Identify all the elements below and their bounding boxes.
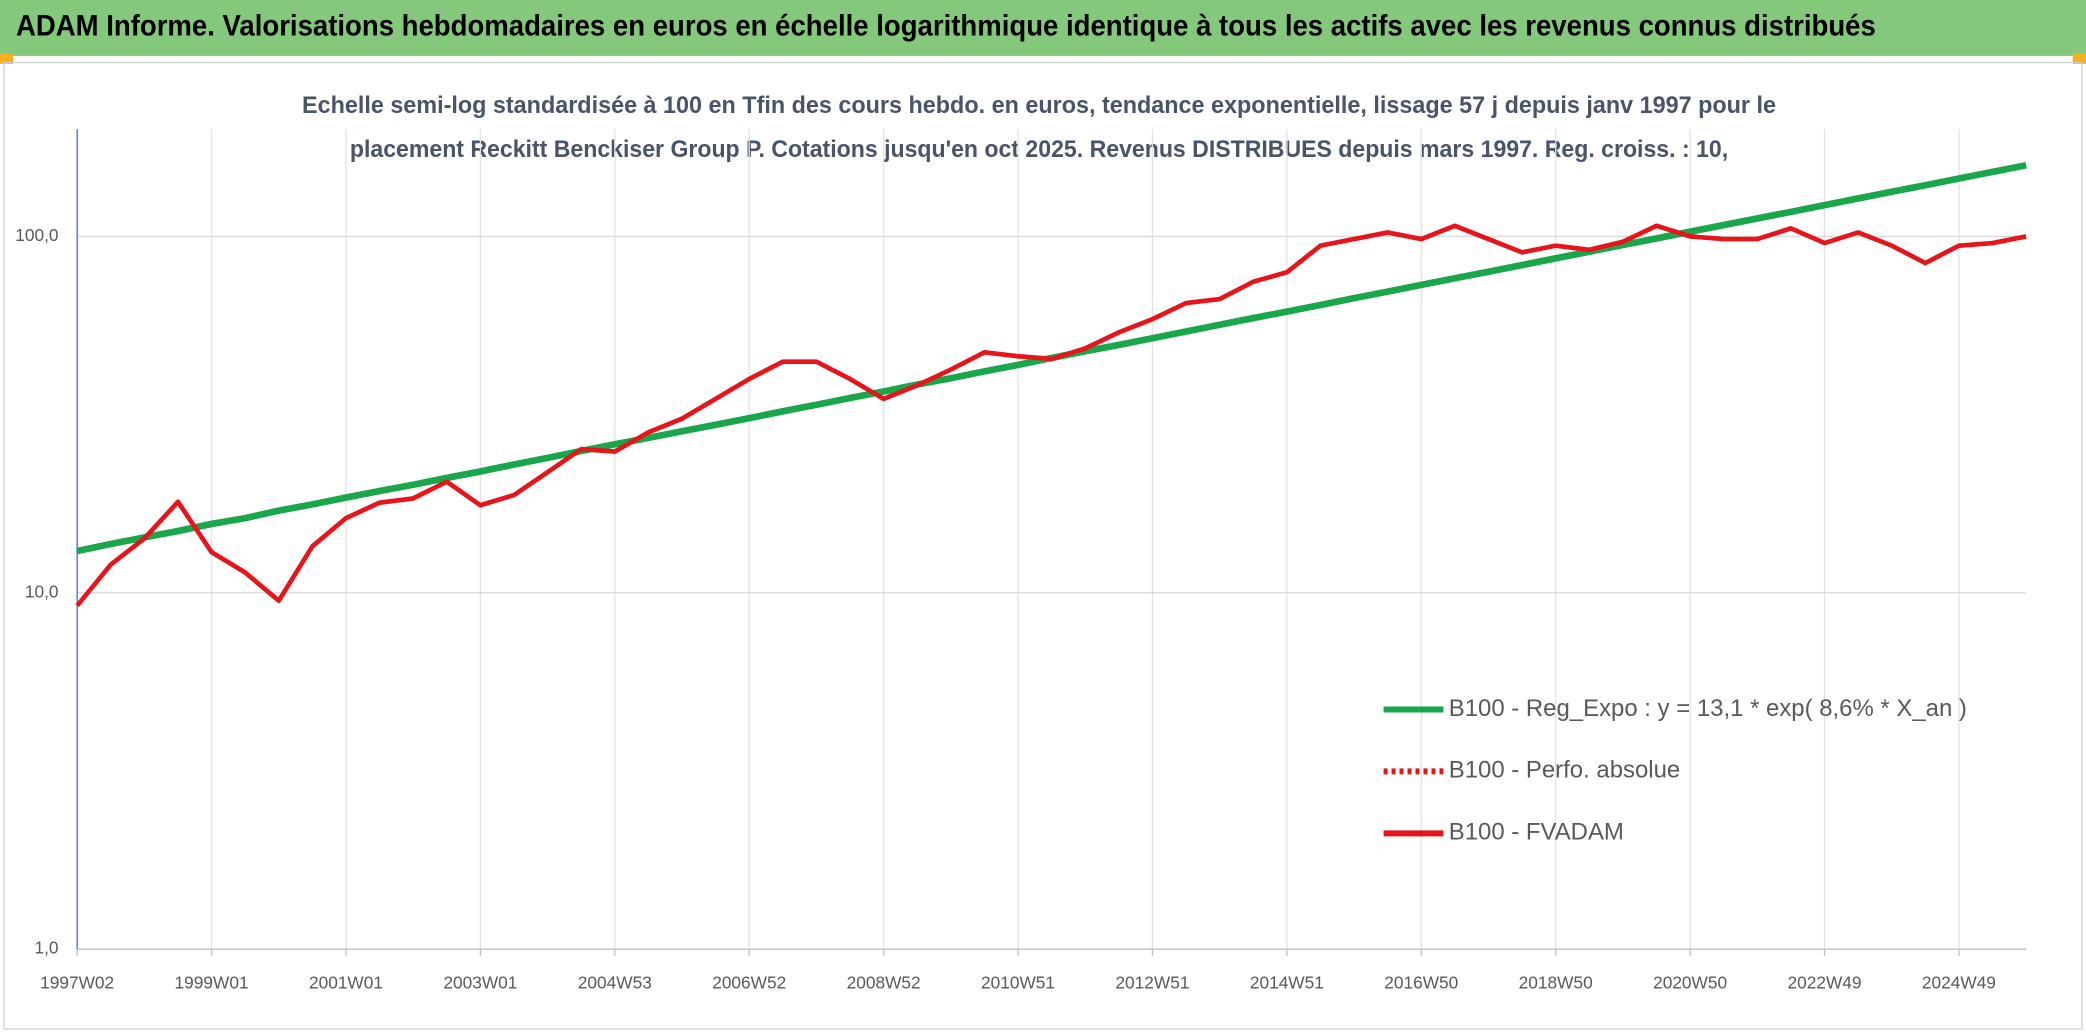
chart-subtitle: placement Reckitt Benckiser Group P. Cot…	[350, 136, 1728, 163]
x-tick-label: 2006W52	[712, 972, 786, 992]
x-tick-label: 2001W01	[309, 972, 383, 992]
x-tick-label: 2010W51	[981, 972, 1055, 992]
x-tick-label: 1997W02	[40, 972, 114, 992]
y-tick-label: 10,0	[25, 581, 59, 601]
y-tick-label: 100,0	[15, 225, 58, 245]
x-tick-label: 2022W49	[1788, 972, 1862, 992]
x-tick-label: 2008W52	[847, 972, 921, 992]
x-tick-label: 2016W50	[1384, 972, 1458, 992]
x-tick-label: 2004W53	[578, 972, 652, 992]
x-tick-label: 2020W50	[1653, 972, 1727, 992]
x-tick-label: 2018W50	[1519, 972, 1593, 992]
x-tick-label: 1999W01	[175, 972, 249, 992]
header-band	[0, 0, 2086, 56]
series-line	[75, 223, 2027, 608]
corner-mark	[0, 53, 14, 64]
x-tick-label: 2012W51	[1115, 972, 1189, 992]
legend-label: B100 - Reg_Expo : y = 13,1 * exp( 8,6% *…	[1449, 695, 1967, 722]
legend-label: B100 - FVADAM	[1449, 819, 1624, 846]
chart-subtitle: Echelle semi-log standardisée à 100 en T…	[302, 92, 1776, 119]
x-tick-label: 2014W51	[1250, 972, 1324, 992]
x-tick-label: 2003W01	[443, 972, 517, 992]
chart-frame	[3, 61, 2083, 1030]
y-tick-label: 1,0	[34, 938, 58, 958]
corner-mark	[2072, 53, 2086, 64]
legend-label: B100 - Perfo. absolue	[1449, 757, 1680, 784]
x-tick-label: 2024W49	[1922, 972, 1996, 992]
chart-title: ADAM Informe. Valorisations hebdomadaire…	[16, 11, 1876, 43]
